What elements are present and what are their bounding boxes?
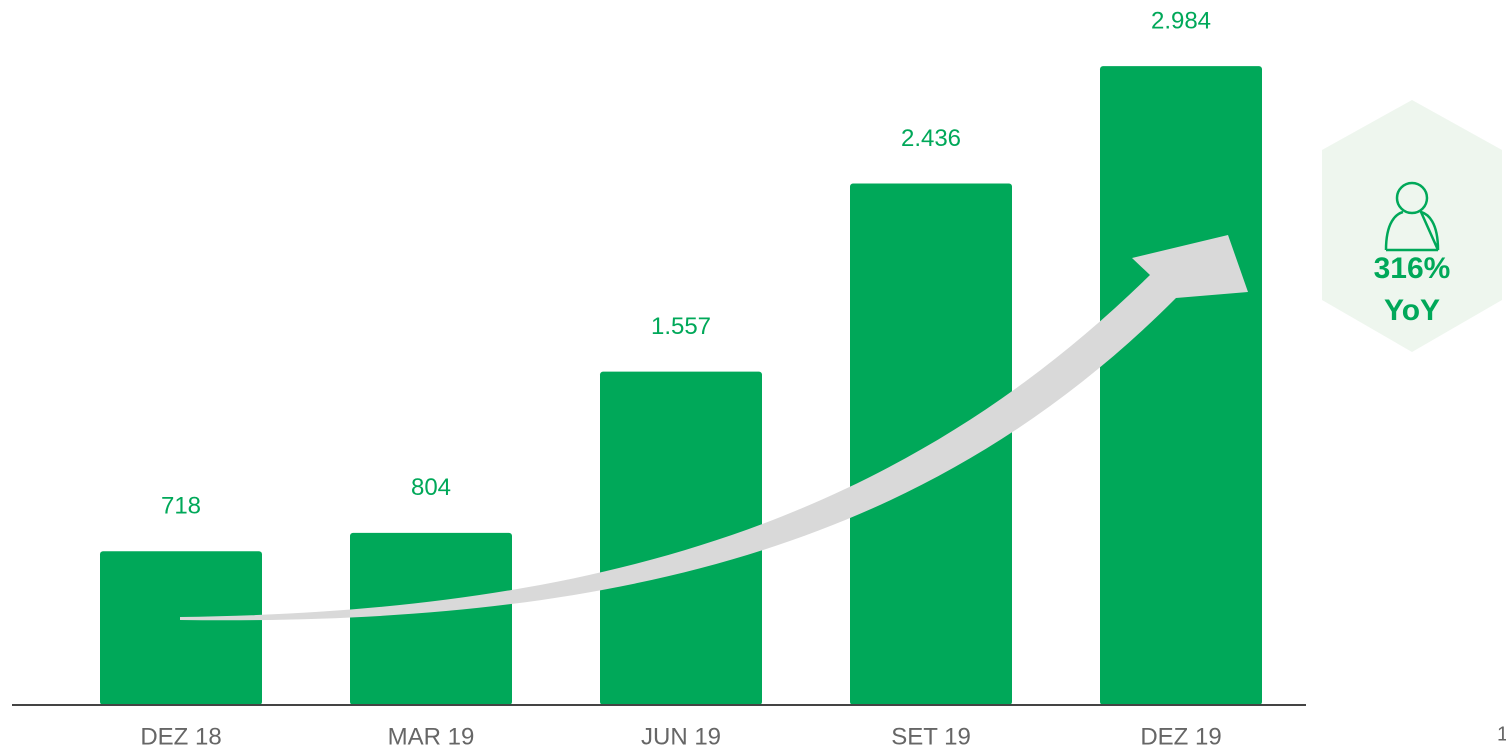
x-tick-label: DEZ 18 [140, 723, 221, 750]
x-tick-label: MAR 19 [388, 723, 475, 750]
growth-period: YoY [1384, 294, 1440, 327]
bar [350, 532, 512, 705]
value-label: 2.436 [901, 125, 961, 152]
person-icon [1384, 181, 1440, 252]
badge-hexagon [1322, 100, 1502, 352]
x-tick-label: SET 19 [891, 723, 971, 750]
value-label: 804 [411, 474, 451, 501]
page-number: 19 [1497, 723, 1506, 745]
value-label: 2.984 [1151, 7, 1211, 34]
x-tick-label: JUN 19 [641, 723, 721, 750]
bar [100, 551, 262, 705]
x-tick-label: DEZ 19 [1140, 723, 1221, 750]
value-label: 1.557 [651, 313, 711, 340]
growth-arrow [180, 235, 1248, 621]
bar [1100, 66, 1262, 705]
value-label: 718 [161, 493, 201, 520]
bar [600, 371, 762, 705]
growth-percent: 316% [1374, 252, 1451, 285]
